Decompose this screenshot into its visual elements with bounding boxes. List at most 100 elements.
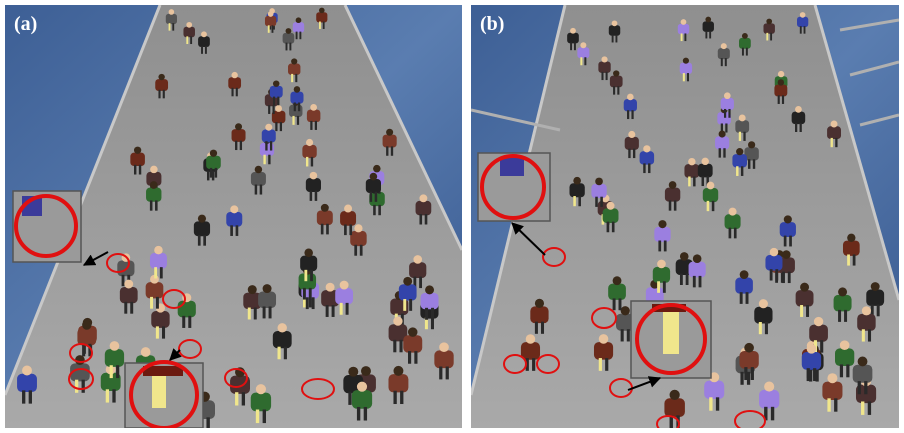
pedestrian (715, 130, 730, 158)
pedestrian (827, 120, 842, 148)
pedestrian (609, 70, 623, 95)
pedestrian (754, 299, 773, 335)
pedestrian (735, 270, 753, 304)
pedestrian (261, 123, 276, 151)
pedestrian (677, 19, 690, 42)
pedestrian (193, 214, 211, 246)
pedestrian (155, 73, 169, 99)
pedestrian (664, 181, 681, 211)
pedestrian (739, 342, 759, 380)
pedestrian (739, 32, 751, 56)
pedestrian (765, 247, 783, 281)
pedestrian (608, 20, 621, 43)
pedestrian (335, 280, 354, 315)
pedestrian (243, 285, 262, 320)
pedestrian (842, 233, 860, 266)
pedestrian (350, 224, 367, 256)
pedestrian (434, 342, 454, 380)
pedestrian (290, 86, 304, 112)
pedestrian (833, 287, 852, 322)
pedestrian (151, 303, 170, 339)
pedestrian (258, 284, 277, 319)
pedestrian (639, 145, 655, 174)
pedestrian (403, 327, 423, 364)
pedestrian (292, 17, 305, 40)
pedestrian (288, 58, 301, 83)
panel-label: (b) (480, 13, 504, 35)
pedestrian (732, 147, 748, 176)
inset (477, 152, 551, 222)
pedestrian (702, 181, 719, 212)
pedestrian (616, 306, 635, 342)
pedestrian (602, 201, 619, 233)
pedestrian (598, 56, 611, 81)
pedestrian (226, 205, 243, 236)
bridge-edge (343, 5, 462, 251)
pedestrian (623, 93, 637, 120)
pedestrian (17, 365, 37, 404)
panel-b: (b) (471, 5, 899, 428)
pedestrian (388, 316, 408, 353)
inset (12, 190, 82, 263)
pedestrian (146, 181, 162, 211)
pedestrian (382, 128, 397, 156)
rails (471, 18, 899, 132)
pedestrian (104, 341, 125, 379)
pedestrian (688, 254, 706, 288)
pedestrian (652, 259, 671, 293)
pedestrian (271, 105, 286, 132)
pedestrian (759, 381, 780, 421)
pedestrian (409, 255, 427, 289)
pedestrian (388, 365, 409, 405)
pedestrian (577, 42, 590, 66)
pedestrian (735, 114, 750, 141)
pedestrian (717, 43, 730, 67)
pedestrian (198, 31, 210, 54)
pedestrian (857, 306, 876, 342)
pedestrian (801, 343, 822, 382)
arrow (82, 251, 109, 266)
pedestrian (763, 18, 775, 41)
pedestrian (398, 276, 417, 311)
pedestrian (866, 282, 885, 317)
bridge-edge (813, 5, 899, 301)
pedestrian (165, 9, 177, 31)
pedestrian (822, 373, 843, 412)
panel-a: (a) (5, 5, 462, 428)
pedestrian (835, 340, 855, 378)
pedestrian (852, 356, 873, 395)
pedestrian (797, 12, 809, 34)
pedestrian (321, 282, 340, 317)
pedestrian (791, 106, 806, 132)
pedestrian (724, 207, 741, 239)
bridge-edge (5, 5, 162, 396)
pedestrian (250, 165, 266, 195)
pedestrian (420, 285, 439, 320)
pedestrian (679, 57, 693, 82)
pedestrian (569, 176, 585, 207)
pedestrian (231, 123, 246, 151)
pedestrian (520, 334, 541, 371)
pedestrian (744, 141, 759, 169)
pedestrian (795, 282, 814, 317)
pedestrian (684, 157, 700, 187)
arrow (627, 376, 662, 391)
pedestrian (149, 245, 167, 279)
pedestrian (624, 130, 639, 159)
pedestrian (608, 276, 626, 311)
arrow (511, 222, 546, 256)
bridge (471, 5, 899, 428)
pedestrian (300, 248, 318, 282)
pedestrian (183, 21, 195, 45)
pedestrian (567, 27, 579, 51)
pedestrian (77, 320, 97, 357)
pedestrian (702, 16, 714, 39)
pedestrian (779, 215, 796, 247)
pedestrian (675, 252, 693, 286)
pedestrian (351, 381, 373, 421)
pedestrian (591, 177, 607, 207)
pedestrian (130, 146, 145, 175)
pedestrian (272, 323, 292, 360)
highlight-circles (503, 247, 766, 428)
